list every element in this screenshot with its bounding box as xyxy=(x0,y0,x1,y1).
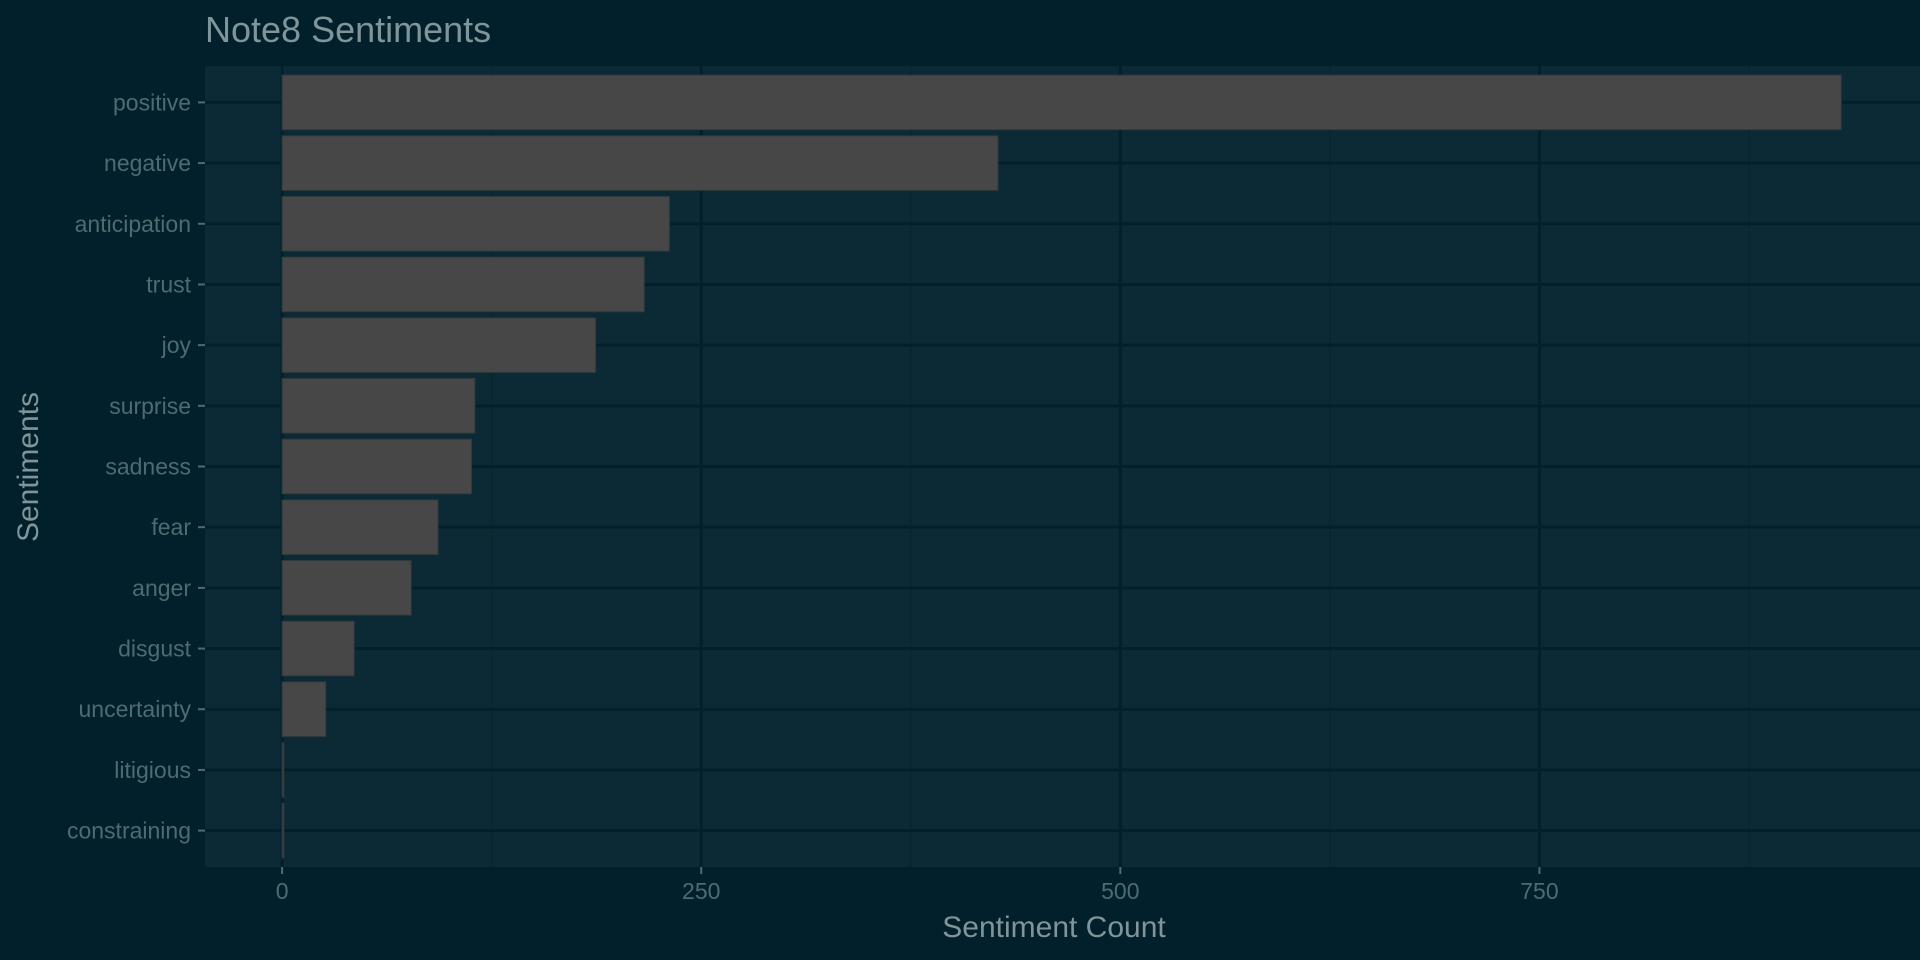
bar-negative xyxy=(281,135,999,191)
x-tick-label: 250 xyxy=(682,878,720,904)
x-tick-label: 500 xyxy=(1101,878,1139,904)
bar-joy xyxy=(281,317,597,373)
bars xyxy=(281,74,1842,859)
y-tick-label: joy xyxy=(161,332,192,358)
y-tick-label: surprise xyxy=(109,393,191,419)
bar-uncertainty xyxy=(281,681,327,738)
y-tick-label: disgust xyxy=(118,636,191,662)
x-axis-ticks: 0 250 500 750 xyxy=(276,867,1559,904)
bar-disgust xyxy=(281,620,355,677)
y-tick-label: constraining xyxy=(67,818,191,844)
y-axis-title: Sentiments xyxy=(12,392,45,542)
y-tick-label: uncertainty xyxy=(78,696,191,722)
y-tick-label: positive xyxy=(113,89,191,115)
y-tick-label: anger xyxy=(132,575,191,601)
y-tick-label: litigious xyxy=(114,757,191,783)
bar-fear xyxy=(281,499,439,555)
y-tick-label: anticipation xyxy=(75,211,191,237)
chart-title: Note8 Sentiments xyxy=(205,9,491,50)
x-tick-label: 0 xyxy=(276,878,289,904)
bar-anticipation xyxy=(281,195,670,252)
y-tick-label: fear xyxy=(151,514,191,540)
bar-litigious xyxy=(281,742,285,798)
y-tick-label: trust xyxy=(146,271,191,297)
bar-sadness xyxy=(281,438,473,495)
y-tick-label: sadness xyxy=(105,454,191,480)
bar-trust xyxy=(281,256,645,313)
bar-constraining xyxy=(281,802,285,859)
y-axis-ticks: positive negative anticipation trust joy surp… xyxy=(67,89,205,844)
bar-surprise xyxy=(281,378,476,434)
y-tick-label: negative xyxy=(104,150,191,176)
bar-positive xyxy=(281,74,1842,131)
bar-anger xyxy=(281,560,412,616)
x-tick-label: 750 xyxy=(1520,878,1558,904)
x-axis-title: Sentiment Count xyxy=(942,911,1166,944)
